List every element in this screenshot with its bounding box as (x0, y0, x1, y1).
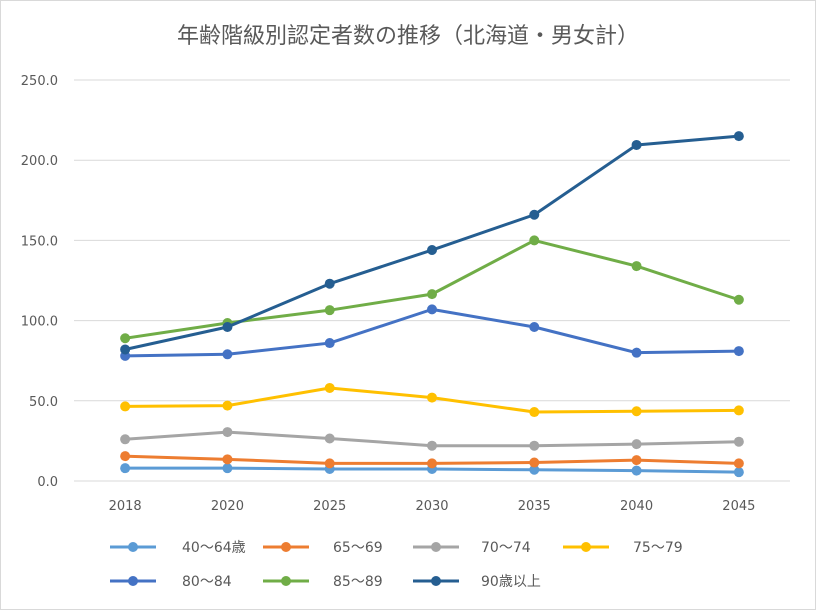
legend-marker (281, 576, 291, 586)
data-point (427, 245, 437, 256)
series-7 (120, 131, 744, 355)
data-point (529, 209, 540, 220)
data-point (631, 439, 642, 450)
series-2 (120, 451, 744, 469)
data-point (631, 406, 642, 417)
data-point (222, 349, 233, 360)
data-point (733, 467, 744, 478)
data-point (222, 322, 233, 333)
data-point (222, 454, 233, 465)
data-point (120, 401, 131, 412)
x-tick-label: 2035 (518, 499, 551, 514)
y-axis-ticks: 0.0 50.0 100.0 150.0 200.0 250.0 (21, 74, 58, 490)
legend-label: 80～84 (182, 574, 232, 590)
data-point (427, 392, 437, 403)
data-point (324, 382, 335, 393)
data-point (631, 455, 642, 466)
data-point (427, 458, 437, 469)
legend-marker (431, 576, 441, 586)
legend-item: 75～79 (563, 540, 683, 556)
data-point (324, 458, 335, 469)
data-point (324, 278, 335, 289)
data-point (120, 463, 131, 474)
data-point (631, 347, 642, 358)
y-tick-label: 250.0 (21, 74, 58, 89)
data-point (631, 261, 642, 272)
data-point (120, 451, 131, 462)
data-point (120, 333, 131, 344)
data-point (529, 235, 540, 246)
data-point (733, 405, 744, 416)
y-tick-label: 200.0 (21, 154, 58, 169)
data-point (222, 463, 233, 474)
legend-label: 70～74 (481, 540, 531, 556)
data-point (427, 289, 437, 300)
data-point (733, 436, 744, 447)
data-point (733, 346, 744, 357)
data-point (120, 434, 131, 445)
data-point (427, 304, 437, 315)
data-point (324, 305, 335, 316)
data-point (733, 294, 744, 305)
legend-item: 40～64歳 (110, 540, 246, 556)
legend-item: 65～69 (263, 540, 383, 556)
data-point (529, 322, 540, 333)
data-point (529, 464, 540, 475)
legend: 40～64歳 65～69 70～74 75～79 80～84 85～89 90歳以上 (110, 540, 683, 590)
data-point (427, 440, 437, 451)
legend-label: 40～64歳 (182, 540, 246, 556)
chart-title: 年齢階級別認定者数の推移（北海道・男女計） (177, 24, 639, 49)
legend-marker (128, 576, 138, 586)
data-point (529, 457, 540, 468)
data-point (222, 400, 233, 411)
data-point (324, 338, 335, 349)
gridlines (74, 79, 790, 482)
y-tick-label: 150.0 (21, 234, 58, 249)
legend-label: 85～89 (333, 574, 383, 590)
data-point (529, 440, 540, 451)
y-tick-label: 0.0 (37, 475, 58, 490)
series-5 (120, 304, 744, 361)
legend-label: 90歳以上 (481, 574, 541, 590)
x-tick-label: 2025 (313, 499, 346, 514)
data-point (733, 458, 744, 469)
series-3 (120, 427, 744, 451)
x-tick-label: 2020 (211, 499, 244, 514)
data-point (733, 131, 744, 142)
legend-item: 80～84 (110, 574, 232, 590)
legend-marker (281, 542, 291, 552)
legend-marker (581, 542, 591, 552)
legend-item: 90歳以上 (413, 574, 541, 590)
data-point (324, 433, 335, 444)
data-point (222, 427, 233, 438)
series-line (124, 134, 739, 351)
legend-marker (431, 542, 441, 552)
legend-label: 65～69 (333, 540, 383, 556)
series-lines (120, 131, 744, 478)
legend-marker (128, 542, 138, 552)
y-tick-label: 100.0 (21, 315, 58, 330)
series-4 (120, 382, 744, 418)
series-1 (120, 463, 744, 478)
data-point (631, 139, 642, 150)
x-tick-label: 2018 (109, 499, 142, 514)
x-axis-ticks: 2018 2020 2025 2030 2035 2040 2045 (109, 499, 756, 514)
data-point (120, 344, 131, 355)
legend-item: 85～89 (263, 574, 383, 590)
legend-item: 70～74 (413, 540, 531, 556)
x-tick-label: 2040 (620, 499, 653, 514)
data-point (631, 465, 642, 476)
y-tick-label: 50.0 (29, 395, 58, 410)
legend-label: 75～79 (633, 540, 683, 556)
x-tick-label: 2030 (415, 499, 448, 514)
series-line (125, 307, 739, 358)
x-tick-label: 2045 (722, 499, 755, 514)
data-point (529, 407, 540, 418)
